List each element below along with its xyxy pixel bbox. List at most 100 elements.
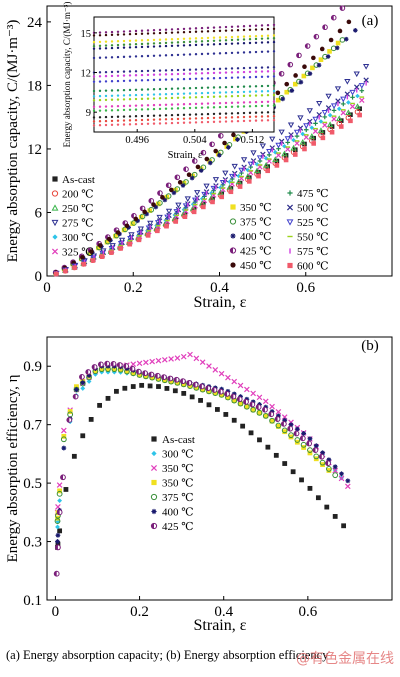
data-point (302, 64, 307, 70)
data-point (297, 115, 304, 122)
inset-point (170, 121, 174, 125)
inset-point (188, 96, 192, 99)
data-point (130, 221, 135, 226)
inset-point (272, 50, 276, 53)
data-point (240, 423, 246, 429)
data-point (248, 430, 254, 436)
data-point (322, 24, 328, 31)
inset-point (206, 95, 210, 99)
legend-label: 525 ℃ (297, 217, 329, 229)
data-point (313, 443, 319, 449)
y-tick-label: 0.1 (23, 593, 42, 609)
data-point (292, 81, 298, 87)
inset-point (128, 115, 132, 118)
inset-point (104, 47, 108, 50)
inset-point (254, 34, 258, 38)
data-point (247, 179, 252, 184)
data-point (127, 241, 133, 247)
data-point (86, 373, 92, 378)
inset-point (170, 53, 174, 57)
inset-point (260, 66, 264, 69)
data-point (362, 64, 370, 70)
inset-point (122, 30, 126, 33)
x-tick-label: 0.4 (214, 604, 233, 620)
inset-point (242, 85, 246, 88)
data-point (195, 164, 201, 170)
inset-point (146, 114, 150, 118)
inset-point (104, 56, 108, 59)
data-point (236, 396, 243, 403)
data-point (90, 258, 96, 263)
data-point (206, 388, 212, 394)
inset-y-axis-label: Energy absorption capacity, C/(MJ·m⁻³) (62, 2, 72, 148)
data-point (193, 385, 199, 391)
inset-point (170, 103, 174, 106)
data-point (200, 164, 207, 171)
data-point (203, 183, 210, 190)
x-tick-label: 0.2 (124, 280, 143, 296)
data-point (168, 379, 174, 384)
inset-point (152, 32, 156, 35)
legend-label: 300 ℃ (62, 232, 94, 244)
x-tick-label: 0.2 (130, 604, 149, 620)
inset-point (170, 41, 174, 44)
data-point (207, 159, 212, 164)
data-point (318, 119, 324, 124)
inset-point (254, 24, 258, 27)
inset-point (218, 120, 222, 123)
data-point (345, 109, 352, 115)
inset-point (170, 117, 174, 121)
data-point (276, 413, 281, 419)
inset-point (146, 29, 150, 32)
inset-point (200, 106, 204, 109)
inset-point (248, 119, 252, 123)
legend-marker (150, 522, 158, 530)
inset-point (242, 111, 246, 115)
data-point (55, 541, 61, 547)
data-point (175, 202, 182, 209)
data-point (80, 433, 86, 439)
inset-point (236, 94, 240, 98)
inset-point (104, 40, 108, 43)
data-point (262, 398, 269, 405)
inset-point (248, 41, 252, 45)
inset-point (164, 44, 168, 48)
inset-point (164, 78, 168, 81)
inset-point (122, 88, 126, 92)
inset-point (254, 100, 258, 104)
data-point (123, 363, 129, 369)
data-point (99, 254, 105, 259)
data-point (259, 143, 267, 150)
inset-point (272, 110, 276, 114)
inset-point (110, 56, 114, 59)
data-point (228, 189, 234, 195)
inset-point (224, 29, 228, 32)
inset-point (152, 114, 156, 117)
inset-series-2 (92, 34, 276, 44)
inset-point (266, 27, 270, 31)
inset-point (248, 75, 252, 79)
legend-marker (230, 262, 236, 268)
inset-point (92, 56, 96, 60)
inset-point (248, 90, 252, 93)
inset-point (182, 103, 186, 106)
data-point (122, 220, 128, 226)
data-point (118, 237, 126, 244)
data-point (99, 369, 105, 375)
data-point (335, 98, 341, 104)
data-point (110, 360, 117, 367)
data-point (67, 409, 73, 414)
inset-point (188, 37, 192, 40)
data-point (307, 485, 313, 491)
inset-series-4 (92, 40, 276, 50)
inset-point (152, 29, 156, 32)
inset-point (260, 41, 264, 44)
inset-point (236, 67, 240, 70)
data-point (339, 471, 344, 477)
inset-point (248, 101, 252, 104)
series-b-6 (53, 360, 331, 577)
legend-marker (230, 204, 236, 210)
inset-point (170, 87, 174, 90)
inset-x-tick-label: 0.512 (241, 135, 265, 146)
data-point (115, 230, 121, 235)
